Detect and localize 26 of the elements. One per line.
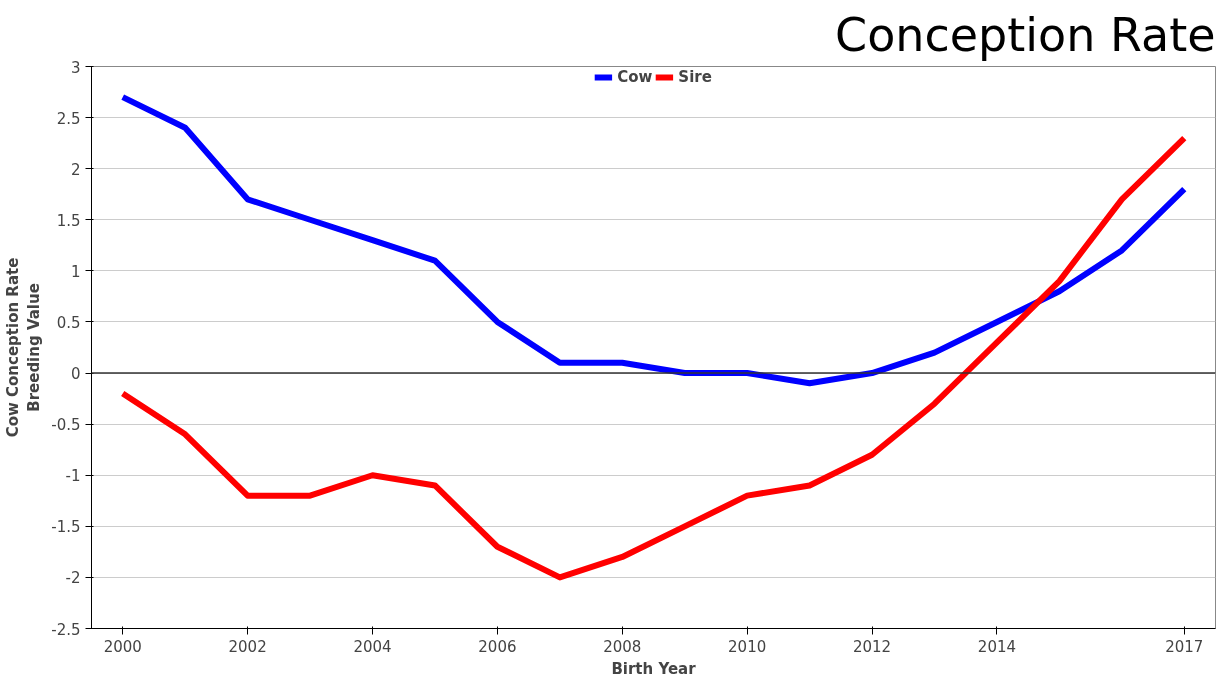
- x-tick-label: 2006: [478, 637, 517, 656]
- y-tick-label: 0.5: [56, 313, 81, 332]
- x-tick-label: 2000: [103, 637, 142, 656]
- x-tick-label: 2008: [603, 637, 642, 656]
- x-tick-label: 2004: [353, 637, 392, 656]
- x-tick-label: 2002: [228, 637, 267, 656]
- y-tick-label: -1.5: [51, 518, 81, 537]
- chart-title: Conception Rate: [835, 7, 1216, 62]
- y-tick-label: 2.5: [56, 109, 81, 128]
- y-tick-label: 1.5: [56, 211, 81, 230]
- y-tick-label: -2.5: [51, 620, 81, 639]
- legend-label: Cow: [617, 68, 653, 86]
- x-tick-label: 2014: [977, 637, 1017, 656]
- y-tick-label: 2: [70, 160, 81, 179]
- y-tick-label: 0: [70, 365, 81, 384]
- y-tick-label: -1: [65, 467, 81, 486]
- x-tick-label: 2010: [728, 637, 767, 656]
- x-tick-label: 2012: [852, 637, 892, 656]
- legend-label: Sire: [678, 68, 712, 86]
- y-tick-label: -0.5: [51, 416, 81, 435]
- x-axis-title: Birth Year: [611, 659, 697, 678]
- y-tick-label: -2: [65, 569, 81, 588]
- y-axis-title: Cow Conception Rate Breeding Value: [3, 257, 44, 438]
- y-tick-label: 1: [70, 262, 81, 281]
- y-tick-label: 3: [70, 58, 81, 77]
- x-tick-label: 2017: [1165, 637, 1204, 656]
